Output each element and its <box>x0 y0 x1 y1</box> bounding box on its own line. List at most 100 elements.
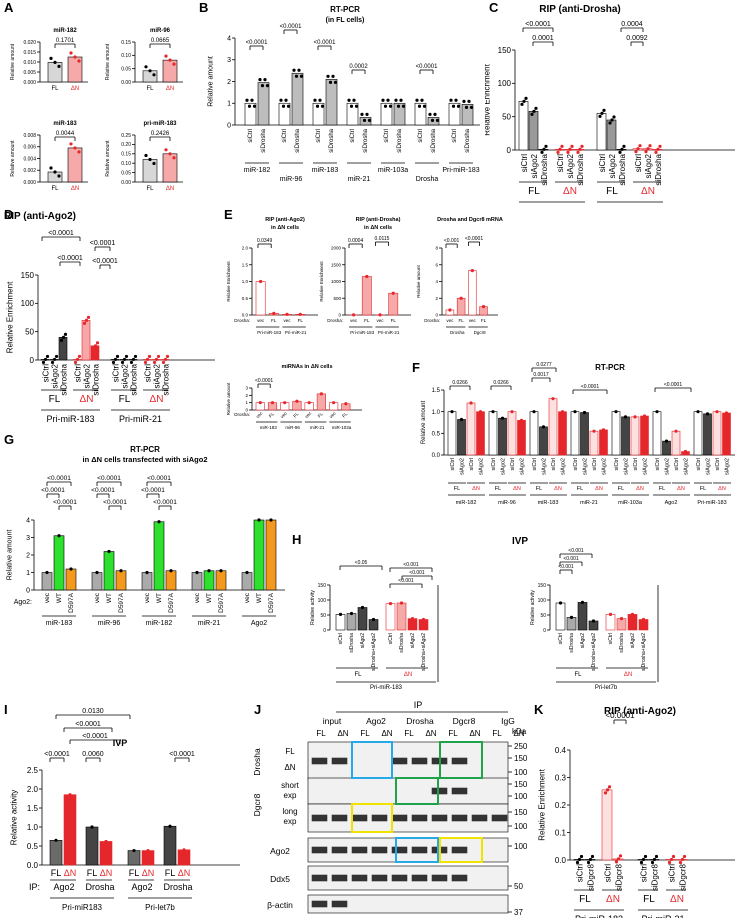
e-category: vec <box>328 410 337 419</box>
d-category: siDrosha <box>92 363 101 395</box>
k-point <box>653 858 656 861</box>
h-point <box>389 602 392 605</box>
c-cell-label: FL <box>606 186 618 197</box>
i-pvalue: <0.0001 <box>75 721 101 728</box>
a-point <box>73 55 76 58</box>
c-title: RIP (anti-Drosha) <box>539 4 621 15</box>
f-point <box>665 440 668 443</box>
h-bar <box>567 617 576 630</box>
k-category: siDgcr8 <box>587 863 596 891</box>
k-point <box>604 791 607 794</box>
k-point <box>644 855 647 858</box>
g-pvalue: <0.0001 <box>41 487 65 494</box>
j-row-label: Dgcr8 <box>252 793 262 816</box>
b-point <box>297 69 300 72</box>
j-band <box>312 847 327 853</box>
e-title: RIP (anti-Ago2) <box>265 217 305 223</box>
c-point <box>658 145 661 148</box>
j-marker-label: 250 <box>514 742 528 751</box>
j-band <box>352 875 367 881</box>
j-row-label: Drosha <box>252 748 262 776</box>
i-point <box>132 849 135 852</box>
h-bar <box>408 619 417 630</box>
j-row-label: Ago2 <box>270 846 290 856</box>
g-category: WT <box>106 593 113 603</box>
c-point <box>618 151 621 154</box>
f-bar <box>518 420 526 455</box>
h-point <box>372 618 375 621</box>
a-point <box>172 63 175 66</box>
d-pvalue: <0.0001 <box>48 230 74 237</box>
g-pvalue: <0.0001 <box>153 499 177 506</box>
e-point <box>283 401 286 404</box>
b-category: siDrosha <box>261 128 267 152</box>
b-point <box>465 106 468 109</box>
a-chart-title: miR-183 <box>53 121 77 127</box>
h-tick-label: 50 <box>540 613 546 619</box>
g-bar <box>216 571 226 590</box>
b-point <box>462 100 465 103</box>
e-group-label: miR-103a <box>332 425 352 430</box>
b-pvalue: 0.0002 <box>349 64 368 70</box>
b-bar <box>326 79 337 125</box>
f-bar <box>631 417 639 455</box>
f-bar <box>489 412 497 455</box>
f-category: siAgo2 <box>501 458 507 475</box>
panel-label-e: E <box>224 207 233 222</box>
f-point <box>633 415 636 418</box>
j-blot-strip <box>308 778 508 804</box>
g-tick-label: 3 <box>26 535 30 542</box>
b-point <box>313 99 316 102</box>
b-tick-label: 0 <box>227 122 231 129</box>
a-chart-tick-label: 0.006 <box>23 145 36 151</box>
g-pvalue: <0.0001 <box>147 475 171 482</box>
k-category: siCtrl <box>576 864 585 882</box>
e-bar <box>389 293 398 315</box>
f-category: siAgo2 <box>624 458 630 475</box>
i-ip-label: Drosha <box>163 882 192 892</box>
g-pvalue: <0.0001 <box>91 487 115 494</box>
k-point <box>580 855 583 858</box>
i-pvalue: <0.0001 <box>82 733 108 740</box>
a-chart-tick-label: 0.00 <box>121 80 131 86</box>
k-point <box>640 861 643 864</box>
h-point <box>422 618 425 621</box>
d-ylabel: Relative Enrichment <box>5 281 14 353</box>
j-marker-label: 150 <box>514 754 528 763</box>
h-cell-label: ΔN <box>404 672 412 678</box>
c-point <box>636 147 639 150</box>
j-band <box>392 847 407 853</box>
a-category: FL <box>146 186 154 192</box>
f-bar <box>612 412 620 455</box>
c-pvalue: 0.0004 <box>621 21 643 28</box>
d-point <box>134 355 137 358</box>
k-tick-label: 0.0 <box>555 856 567 865</box>
g-point <box>145 571 148 574</box>
h-category: siDrosha <box>569 633 575 653</box>
g-bar <box>54 536 64 590</box>
f-cell-label: FL <box>536 486 542 492</box>
g-bar <box>254 520 264 590</box>
f-bar <box>540 427 548 455</box>
c-pvalue: <0.0001 <box>525 21 551 28</box>
i-cell-label: FL <box>51 868 62 878</box>
d-group-label: Pri-miR-21 <box>119 414 162 424</box>
g-pvalue: <0.0001 <box>141 487 165 494</box>
a-category: FL <box>146 86 154 92</box>
b-point <box>399 99 402 102</box>
f-point <box>450 410 453 413</box>
e-ylabel: Relative Enrichment <box>226 261 231 302</box>
f-bar <box>590 431 598 455</box>
g-subtitle: in ΔN cells transfected with siAgo2 <box>82 455 207 464</box>
e-pvalue: <0.0001 <box>255 378 273 384</box>
b-point <box>250 99 253 102</box>
k-point <box>589 858 592 861</box>
j-band <box>432 815 447 821</box>
f-point <box>684 450 687 453</box>
j-cell-label: ΔN <box>425 729 436 738</box>
h-category: siDrosha <box>619 633 625 653</box>
j-band <box>312 875 327 881</box>
